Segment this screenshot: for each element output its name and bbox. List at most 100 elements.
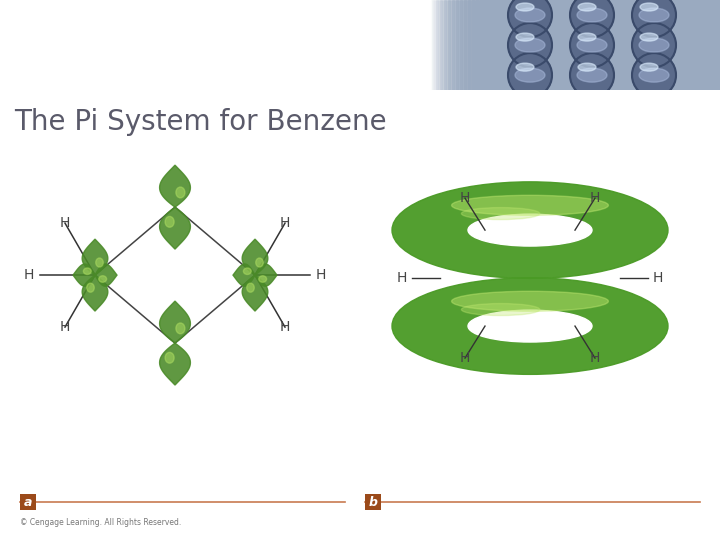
- Bar: [442, 0, 444, 90]
- Bar: [491, 0, 492, 90]
- Text: H: H: [460, 351, 470, 365]
- Ellipse shape: [462, 207, 540, 220]
- Ellipse shape: [392, 182, 668, 279]
- Bar: [458, 0, 459, 90]
- Bar: [490, 0, 491, 90]
- Polygon shape: [95, 264, 117, 286]
- Bar: [446, 0, 447, 90]
- Bar: [459, 0, 460, 90]
- Bar: [434, 0, 435, 90]
- Bar: [459, 0, 461, 90]
- Circle shape: [632, 0, 676, 37]
- Bar: [456, 0, 458, 90]
- Ellipse shape: [176, 323, 185, 334]
- Bar: [440, 0, 441, 90]
- Circle shape: [508, 23, 552, 67]
- Ellipse shape: [468, 214, 592, 246]
- Bar: [471, 0, 472, 90]
- Ellipse shape: [639, 68, 669, 82]
- Bar: [467, 0, 468, 90]
- Ellipse shape: [165, 353, 174, 363]
- Circle shape: [570, 0, 614, 37]
- Polygon shape: [233, 264, 255, 286]
- Polygon shape: [255, 264, 277, 286]
- Ellipse shape: [516, 33, 534, 41]
- Bar: [485, 0, 487, 90]
- Ellipse shape: [392, 278, 668, 374]
- Circle shape: [570, 53, 614, 97]
- Text: H: H: [460, 191, 470, 205]
- Bar: [489, 0, 490, 90]
- Circle shape: [632, 53, 676, 97]
- Bar: [469, 0, 470, 90]
- Bar: [488, 0, 490, 90]
- Bar: [443, 0, 444, 90]
- Ellipse shape: [176, 187, 185, 198]
- Polygon shape: [242, 275, 268, 311]
- Bar: [486, 0, 487, 90]
- Ellipse shape: [578, 33, 596, 41]
- Ellipse shape: [468, 310, 592, 342]
- Bar: [450, 0, 451, 90]
- Text: Section 9.5: Section 9.5: [8, 8, 104, 23]
- Ellipse shape: [516, 3, 534, 11]
- Bar: [482, 0, 483, 90]
- Bar: [457, 0, 459, 90]
- Bar: [454, 0, 455, 90]
- Ellipse shape: [258, 276, 266, 282]
- Bar: [435, 0, 436, 90]
- Bar: [472, 0, 473, 90]
- Bar: [483, 0, 484, 90]
- Bar: [484, 0, 485, 90]
- Bar: [480, 0, 482, 90]
- Bar: [487, 0, 488, 90]
- Bar: [465, 0, 467, 90]
- Bar: [481, 0, 482, 90]
- Ellipse shape: [165, 217, 174, 227]
- Ellipse shape: [640, 33, 658, 41]
- Text: H: H: [653, 271, 663, 285]
- Bar: [460, 0, 462, 90]
- Bar: [437, 0, 438, 90]
- Bar: [479, 0, 480, 90]
- Text: H: H: [60, 320, 70, 334]
- Bar: [438, 0, 439, 90]
- Polygon shape: [82, 275, 108, 311]
- Text: H: H: [590, 351, 600, 365]
- Ellipse shape: [578, 63, 596, 71]
- Polygon shape: [82, 239, 108, 275]
- Bar: [441, 0, 442, 90]
- Bar: [472, 0, 474, 90]
- Bar: [493, 0, 495, 90]
- Text: H: H: [280, 320, 290, 334]
- Ellipse shape: [640, 63, 658, 71]
- Bar: [463, 0, 464, 90]
- Bar: [455, 0, 456, 90]
- Circle shape: [632, 23, 676, 67]
- Ellipse shape: [96, 258, 103, 267]
- Ellipse shape: [243, 268, 251, 274]
- Ellipse shape: [577, 68, 607, 82]
- Bar: [452, 0, 454, 90]
- Text: The Pi System for Benzene: The Pi System for Benzene: [14, 108, 387, 136]
- Polygon shape: [160, 301, 190, 343]
- Bar: [490, 0, 720, 90]
- Bar: [462, 0, 463, 90]
- Bar: [467, 0, 469, 90]
- Bar: [430, 0, 431, 90]
- Bar: [444, 0, 446, 90]
- Bar: [480, 0, 481, 90]
- Bar: [449, 0, 451, 90]
- Bar: [478, 0, 480, 90]
- Circle shape: [508, 53, 552, 97]
- Bar: [474, 0, 475, 90]
- Text: H: H: [316, 268, 326, 282]
- Bar: [433, 0, 434, 90]
- Polygon shape: [160, 207, 190, 249]
- Bar: [466, 0, 467, 90]
- Bar: [451, 0, 452, 90]
- Ellipse shape: [515, 68, 545, 82]
- FancyBboxPatch shape: [365, 494, 381, 510]
- Bar: [464, 0, 466, 90]
- Bar: [470, 0, 471, 90]
